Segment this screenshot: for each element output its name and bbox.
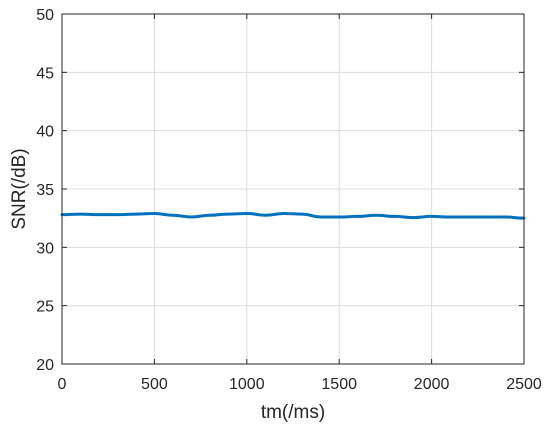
y-tick-label: 20 — [36, 357, 54, 374]
x-axis-ticks: 0 500 1000 1500 2000 2500 — [58, 14, 542, 393]
x-tick-label: 1500 — [321, 376, 357, 393]
x-tick-label: 0 — [58, 376, 67, 393]
y-tick-label: 45 — [36, 65, 54, 82]
y-tick-label: 30 — [36, 240, 54, 257]
x-tick-label: 2500 — [506, 376, 542, 393]
y-tick-label: 50 — [36, 7, 54, 24]
y-axis-label: SNR(/dB) — [9, 148, 30, 229]
y-axis-ticks: 20 25 30 35 40 45 50 — [36, 7, 524, 374]
x-tick-label: 500 — [141, 376, 168, 393]
grid-lines — [62, 14, 524, 364]
y-tick-label: 40 — [36, 124, 54, 141]
x-tick-label: 2000 — [414, 376, 450, 393]
x-axis-label: tm(/ms) — [261, 402, 325, 423]
y-tick-label: 35 — [36, 182, 54, 199]
y-tick-label: 25 — [36, 299, 54, 316]
data-series — [60, 212, 526, 220]
snr-series-line — [60, 212, 526, 220]
x-tick-label: 1000 — [229, 376, 265, 393]
